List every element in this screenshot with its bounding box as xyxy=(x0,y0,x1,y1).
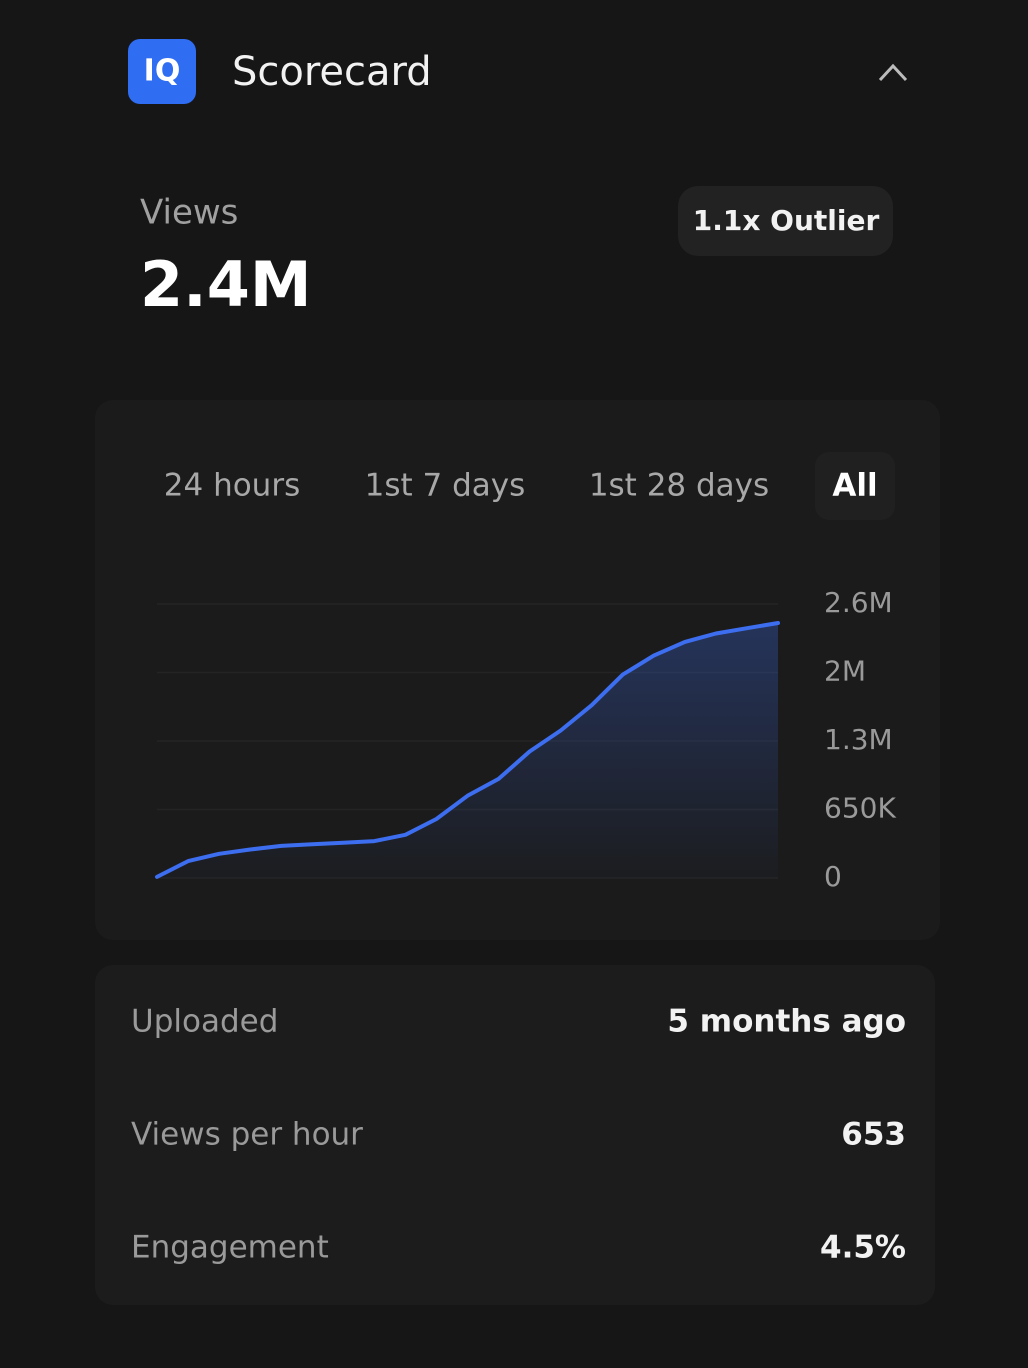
y-tick-label: 2M xyxy=(824,655,866,688)
stats-card xyxy=(95,965,935,1305)
stat-value: 653 xyxy=(841,1117,906,1153)
collapse-chevron[interactable] xyxy=(878,63,908,82)
stat-label: Engagement xyxy=(131,1230,329,1266)
views-label: Views xyxy=(140,193,238,233)
area-fill xyxy=(157,623,778,878)
views-value: 2.4M xyxy=(140,248,312,321)
stat-value: 5 months ago xyxy=(667,1004,906,1040)
outlier-badge xyxy=(678,186,893,256)
y-tick-label: 2.6M xyxy=(824,586,893,619)
y-tick-label: 650K xyxy=(824,792,896,825)
tab[interactable]: 1st 7 days xyxy=(365,468,526,504)
stat-label: Uploaded xyxy=(131,1004,278,1040)
tab[interactable]: 24 hours xyxy=(164,468,300,504)
outlier-text: 1.1x Outlier xyxy=(693,204,880,237)
stat-value: 4.5% xyxy=(820,1230,906,1266)
tab[interactable]: 1st 28 days xyxy=(589,468,769,504)
y-tick-label: 0 xyxy=(824,860,842,893)
logo xyxy=(128,39,196,104)
logo-text: IQ xyxy=(144,54,181,89)
tab[interactable]: All xyxy=(832,468,877,504)
tab-active-bg xyxy=(815,452,895,520)
title: Scorecard xyxy=(232,49,432,95)
stat-label: Views per hour xyxy=(131,1117,363,1153)
y-tick-label: 1.3M xyxy=(824,723,893,756)
line xyxy=(155,621,780,879)
